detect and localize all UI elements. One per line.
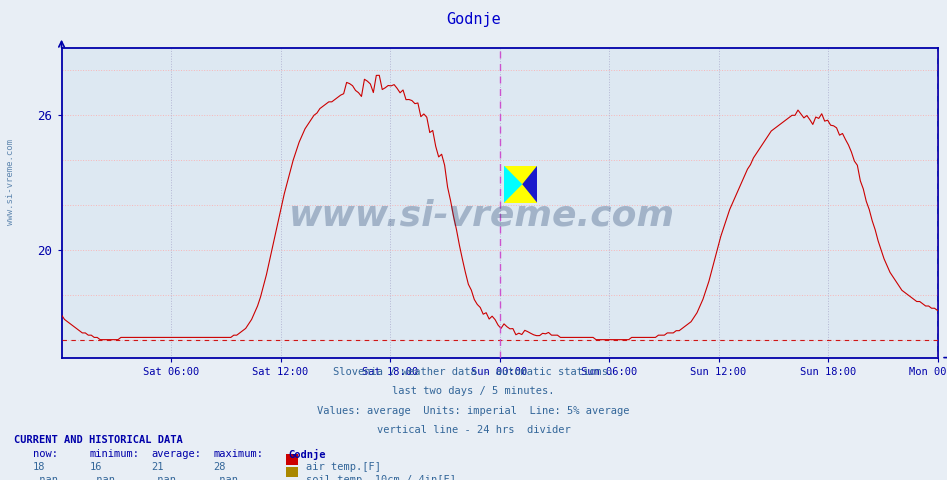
Text: average:: average: [152, 449, 202, 459]
Text: www.si-vreme.com: www.si-vreme.com [6, 139, 15, 226]
Text: Godnje: Godnje [446, 12, 501, 27]
Text: last two days / 5 minutes.: last two days / 5 minutes. [392, 386, 555, 396]
Text: soil temp. 10cm / 4in[F]: soil temp. 10cm / 4in[F] [306, 475, 456, 480]
Polygon shape [504, 166, 522, 203]
Text: air temp.[F]: air temp.[F] [306, 462, 381, 472]
Text: 21: 21 [152, 462, 164, 472]
Text: -nan: -nan [90, 475, 115, 480]
Text: Slovenia / weather data - automatic stations.: Slovenia / weather data - automatic stat… [333, 367, 614, 377]
Text: www.si-vreme.com: www.si-vreme.com [289, 198, 675, 232]
Text: 28: 28 [213, 462, 225, 472]
Text: maximum:: maximum: [213, 449, 263, 459]
Text: -nan: -nan [152, 475, 176, 480]
Text: 16: 16 [90, 462, 102, 472]
Text: Godnje: Godnje [289, 449, 327, 460]
Polygon shape [522, 166, 537, 203]
Text: 18: 18 [33, 462, 45, 472]
Text: -nan: -nan [33, 475, 58, 480]
Text: minimum:: minimum: [90, 449, 140, 459]
Text: Values: average  Units: imperial  Line: 5% average: Values: average Units: imperial Line: 5%… [317, 406, 630, 416]
Text: now:: now: [33, 449, 58, 459]
Text: CURRENT AND HISTORICAL DATA: CURRENT AND HISTORICAL DATA [14, 435, 183, 445]
Text: vertical line - 24 hrs  divider: vertical line - 24 hrs divider [377, 425, 570, 435]
Text: -nan: -nan [213, 475, 238, 480]
